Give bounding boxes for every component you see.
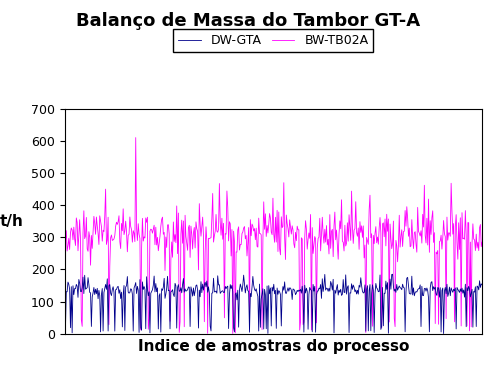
DW-GTA <box>441 331 447 336</box>
BW-TB02A <box>264 223 270 228</box>
Line: BW-TB02A: BW-TB02A <box>65 138 482 333</box>
DW-GTA <box>310 282 316 287</box>
BW-TB02A <box>230 331 236 336</box>
BW-TB02A <box>406 234 412 239</box>
DW-GTA <box>260 286 266 291</box>
DW-GTA <box>62 288 68 293</box>
BW-TB02A <box>133 135 139 140</box>
DW-GTA <box>405 275 411 280</box>
BW-TB02A <box>471 237 477 241</box>
DW-GTA <box>390 272 396 277</box>
BW-TB02A <box>289 223 295 228</box>
BW-TB02A <box>479 240 485 244</box>
X-axis label: Indice de amostras do processo: Indice de amostras do processo <box>138 339 409 354</box>
DW-GTA <box>288 286 294 291</box>
BW-TB02A <box>312 234 318 239</box>
Text: Balanço de Massa do Tambor GT-A: Balanço de Massa do Tambor GT-A <box>77 12 420 29</box>
DW-GTA <box>471 289 477 294</box>
BW-TB02A <box>62 243 68 248</box>
DW-GTA <box>262 293 268 297</box>
Line: DW-GTA: DW-GTA <box>65 274 482 334</box>
DW-GTA <box>479 282 485 287</box>
BW-TB02A <box>261 227 267 232</box>
Y-axis label: t/h: t/h <box>0 214 23 229</box>
Legend: DW-GTA, BW-TB02A: DW-GTA, BW-TB02A <box>173 29 373 52</box>
